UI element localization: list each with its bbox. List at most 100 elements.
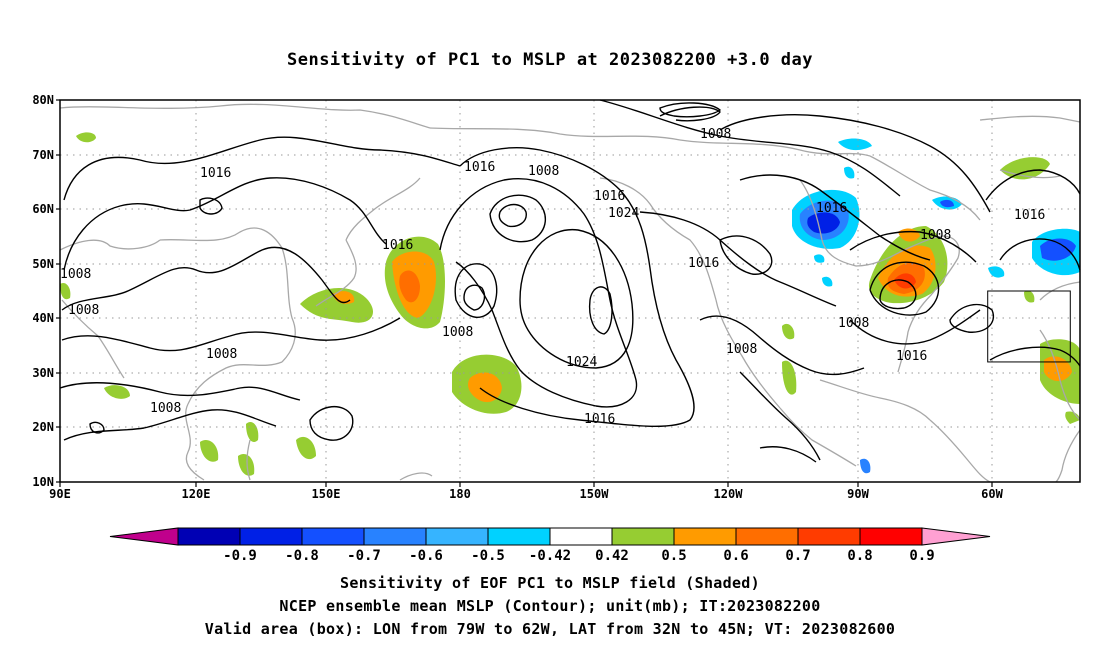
- negative-anomaly-region: [838, 138, 872, 151]
- longitude-labels: 90E 120E 150E 180 150W 120W 90W 60W: [49, 487, 1003, 501]
- isobars: [59, 99, 1081, 463]
- colorbar-label: 0.7: [785, 548, 810, 564]
- positive-anomaly-region: [60, 282, 71, 300]
- contour-label: 1016: [382, 238, 413, 253]
- colorbar-swatch: [301, 527, 365, 546]
- colorbar-label: 0.5: [661, 548, 686, 564]
- lat-tick-label: 60N: [32, 202, 54, 216]
- colorbar-label: -0.5: [471, 548, 505, 564]
- positive-anomaly-region: [468, 372, 502, 403]
- lat-tick-label: 40N: [32, 311, 54, 325]
- positive-anomaly-region: [782, 360, 797, 395]
- contour-label: 1016: [816, 201, 847, 216]
- colorbar-arrow-high: [921, 527, 991, 546]
- colorbar-label: -0.42: [529, 548, 571, 564]
- lon-tick-label: 90E: [49, 487, 71, 501]
- valid-area-box: [987, 290, 1071, 363]
- colorbar-label: -0.9: [223, 548, 257, 564]
- positive-anomaly-region: [104, 385, 130, 399]
- contour-label: 1016: [200, 166, 231, 181]
- positive-anomaly-region: [296, 436, 316, 460]
- negative-anomaly-region: [844, 166, 855, 179]
- contour-label: 1016: [688, 256, 719, 271]
- negative-anomaly-region: [940, 199, 954, 208]
- positive-anomaly-region: [200, 440, 219, 462]
- positive-anomaly-region: [399, 270, 420, 303]
- sensitivity-shading: [60, 132, 1080, 476]
- map-figure: 1016 1008 1016 1008 1008 1008 1008 1016 …: [32, 93, 1081, 564]
- positive-anomaly-region: [782, 323, 795, 340]
- colorbar-label: -0.6: [409, 548, 443, 564]
- lon-tick-label: 180: [449, 487, 471, 501]
- lon-tick-label: 120W: [714, 487, 744, 501]
- lat-tick-label: 80N: [32, 93, 54, 107]
- contour-label: 1008: [528, 164, 559, 179]
- contour-label: 1008: [726, 342, 757, 357]
- contour-label: 1016: [896, 349, 927, 364]
- lat-tick-label: 10N: [32, 475, 54, 489]
- map-frame: [59, 99, 1081, 483]
- axis-ticks: [56, 99, 993, 487]
- lon-tick-label: 60W: [981, 487, 1003, 501]
- contour-label: 1008: [920, 228, 951, 243]
- contour-label: 1008: [206, 347, 237, 362]
- contour-label: 1016: [464, 160, 495, 175]
- contour-labels: 1016 1008 1016 1008 1008 1008 1008 1016 …: [60, 127, 1045, 427]
- figure-title: Sensitivity of PC1 to MSLP at 2023082200…: [286, 50, 813, 70]
- colorbar-swatch: [611, 527, 675, 546]
- contour-label: 1008: [700, 127, 731, 142]
- negative-anomaly-region: [860, 458, 871, 474]
- positive-anomaly-region: [1024, 290, 1035, 303]
- colorbar-swatch: [735, 527, 799, 546]
- contour-label: 1024: [566, 355, 597, 370]
- colorbar-label: 0.8: [847, 548, 872, 564]
- map-panel: 1016 1008 1016 1008 1008 1008 1008 1016 …: [32, 93, 1081, 501]
- coastlines: [59, 103, 1081, 483]
- positive-anomaly-region: [76, 132, 96, 143]
- colorbar-label: -0.8: [285, 548, 319, 564]
- positive-anomaly-region: [238, 454, 255, 476]
- lon-tick-label: 120E: [182, 487, 211, 501]
- colorbar-swatch: [239, 527, 303, 546]
- lat-tick-label: 50N: [32, 257, 54, 271]
- negative-anomaly-region: [814, 254, 825, 263]
- caption-contour: NCEP ensemble mean MSLP (Contour); unit(…: [279, 597, 821, 615]
- lon-tick-label: 150W: [580, 487, 610, 501]
- positive-anomaly-region: [1065, 411, 1080, 424]
- colorbar-swatch: [177, 527, 241, 546]
- colorbar-swatch: [673, 527, 737, 546]
- lat-tick-label: 70N: [32, 148, 54, 162]
- colorbar-swatch: [363, 527, 427, 546]
- colorbar-arrow-low: [109, 527, 179, 546]
- colorbar-swatch: [487, 527, 551, 546]
- contour-label: 1016: [594, 189, 625, 204]
- lon-tick-label: 90W: [847, 487, 869, 501]
- contour-label: 1024: [608, 206, 639, 221]
- negative-anomaly-region: [1040, 238, 1076, 261]
- positive-anomaly-region: [300, 287, 374, 323]
- colorbar-label: -0.7: [347, 548, 381, 564]
- colorbar-label: 0.42: [595, 548, 629, 564]
- colorbar-label: 0.9: [909, 548, 934, 564]
- latitude-labels: 80N 70N 60N 50N 40N 30N 20N 10N: [32, 93, 54, 489]
- contour-label: 1008: [68, 303, 99, 318]
- colorbar-swatch: [425, 527, 489, 546]
- negative-anomaly-region: [822, 276, 833, 287]
- colorbar-swatch: [797, 527, 861, 546]
- contour-label: 1008: [60, 267, 91, 282]
- caption-shading: Sensitivity of EOF PC1 to MSLP field (Sh…: [340, 574, 760, 592]
- lat-tick-label: 20N: [32, 420, 54, 434]
- contour-label: 1008: [838, 316, 869, 331]
- contour-label: 1008: [442, 325, 473, 340]
- positive-anomaly-region: [1044, 356, 1072, 381]
- lat-tick-label: 30N: [32, 366, 54, 380]
- caption-valid-area: Valid area (box): LON from 79W to 62W, L…: [204, 620, 896, 638]
- negative-anomaly-region: [807, 212, 840, 234]
- contour-label: 1008: [150, 401, 181, 416]
- colorbar-swatch: [549, 527, 613, 546]
- colorbar-swatch: [859, 527, 923, 546]
- lon-tick-label: 150E: [312, 487, 341, 501]
- contour-label: 1016: [584, 412, 615, 427]
- colorbar: -0.9 -0.8 -0.7 -0.6 -0.5 -0.42 0.42 0.5 0.6 0.7 0.…: [109, 527, 991, 564]
- colorbar-label: 0.6: [723, 548, 748, 564]
